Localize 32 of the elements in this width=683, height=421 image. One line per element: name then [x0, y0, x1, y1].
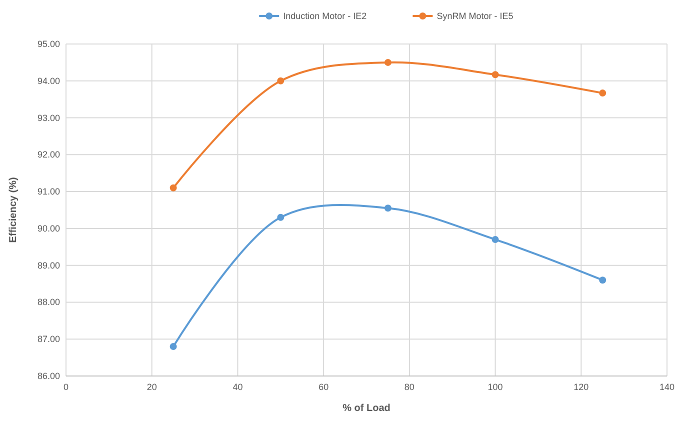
point [492, 236, 499, 244]
x-tick-label: 80 [404, 382, 414, 392]
x-tick-label: 120 [574, 382, 589, 392]
y-tick-label: 89.00 [37, 260, 60, 270]
y-tick-label: 93.00 [37, 112, 60, 123]
y-tick-label: 86.00 [37, 371, 60, 381]
x-tick-label: 140 [659, 382, 675, 392]
y-tick-label: 94.00 [37, 76, 60, 86]
x-axis-title: % of Load [342, 403, 390, 414]
point [384, 204, 392, 212]
point [384, 58, 392, 66]
y-tick-label: 92.00 [37, 150, 60, 160]
point [599, 276, 606, 284]
x-tick-label: 0 [63, 382, 69, 392]
x-tick-label: 20 [146, 382, 157, 392]
point [170, 184, 177, 192]
y-tick-label: 88.00 [37, 297, 60, 308]
point [277, 77, 284, 84]
point [170, 342, 177, 350]
x-tick-label: 40 [232, 382, 243, 392]
legend-label: Induction Motor - IE2 [283, 11, 367, 21]
point [599, 90, 606, 97]
y-tick-label: 90.00 [37, 223, 60, 234]
legend-label: SynRM Motor - IE5 [436, 11, 514, 21]
x-tick-label: 60 [318, 382, 329, 392]
y-axis-title: Efficiency (%) [8, 177, 19, 243]
point [277, 214, 284, 221]
y-tick-label: 87.00 [37, 334, 60, 344]
y-tick-label: 95.00 [37, 39, 60, 49]
point [492, 71, 499, 78]
x-tick-label: 100 [488, 382, 503, 392]
y-tick-label: 91.00 [37, 186, 60, 197]
